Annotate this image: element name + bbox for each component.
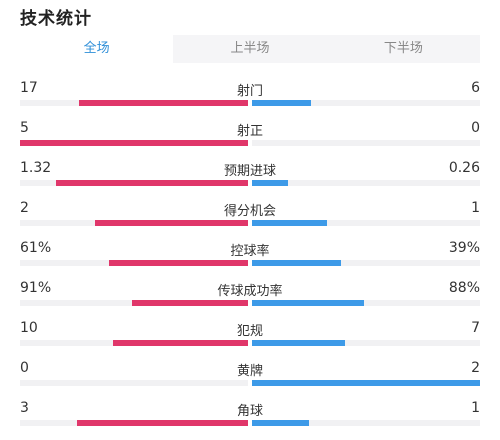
home-value: 1.32 — [20, 160, 52, 176]
home-value: 17 — [20, 80, 38, 96]
home-value: 61% — [20, 240, 52, 256]
home-bar-track — [20, 140, 248, 146]
away-value: 6 — [471, 80, 480, 96]
stat-label: 犯规 — [236, 324, 263, 339]
stat-row: 10 犯规 7 — [20, 320, 480, 350]
stat-label: 预期进球 — [223, 164, 276, 179]
away-bar-track — [252, 340, 480, 346]
home-value: 5 — [20, 120, 29, 136]
tab-first-half[interactable]: 上半场 — [230, 41, 270, 56]
home-bar — [95, 220, 248, 226]
stat-row: 61% 控球率 39% — [20, 240, 480, 270]
home-bar — [113, 340, 248, 346]
stat-label: 得分机会 — [223, 204, 276, 219]
away-value: 0 — [471, 120, 480, 136]
home-value: 10 — [20, 320, 38, 336]
away-bar-track — [252, 140, 480, 146]
away-bar-track — [252, 180, 480, 186]
away-bar-track — [252, 300, 480, 306]
home-bar — [109, 260, 248, 266]
away-bar — [252, 340, 345, 346]
away-bar — [252, 380, 480, 386]
stat-label: 黄牌 — [236, 364, 263, 379]
home-bar-track — [20, 420, 248, 426]
stat-label: 传球成功率 — [217, 284, 283, 299]
page-title: 技术统计 — [20, 9, 92, 29]
home-bar-track — [20, 100, 248, 106]
away-value: 88% — [448, 280, 480, 296]
home-value: 3 — [20, 400, 29, 416]
home-bar — [56, 180, 248, 186]
away-bar — [252, 260, 341, 266]
away-bar — [252, 300, 364, 306]
away-bar — [252, 100, 311, 106]
home-bar-track — [20, 220, 248, 226]
away-bar — [252, 220, 327, 226]
tab-second-half[interactable]: 下半场 — [383, 41, 423, 56]
home-bar-track — [20, 180, 248, 186]
stat-row: 2 得分机会 1 — [20, 200, 480, 230]
tab-full-match[interactable]: 全场 — [20, 35, 174, 63]
home-value: 0 — [20, 360, 29, 376]
home-bar-track — [20, 340, 248, 346]
home-bar-track — [20, 260, 248, 266]
stat-row: 91% 传球成功率 88% — [20, 280, 480, 310]
stat-row: 3 角球 1 — [20, 400, 480, 430]
home-value: 91% — [20, 280, 52, 296]
away-bar-track — [252, 260, 480, 266]
stat-row: 17 射门 6 — [20, 80, 480, 110]
away-value: 7 — [471, 320, 480, 336]
home-value: 2 — [20, 200, 29, 216]
away-value: 39% — [448, 240, 480, 256]
away-value: 2 — [471, 360, 480, 376]
away-bar — [252, 420, 309, 426]
stat-row: 1.32 预期进球 0.26 — [20, 160, 480, 190]
stat-label: 控球率 — [230, 244, 270, 259]
stat-label: 角球 — [236, 404, 263, 419]
away-bar-track — [252, 380, 480, 386]
stat-label: 射正 — [236, 124, 263, 139]
away-bar-track — [252, 100, 480, 106]
away-bar-track — [252, 420, 480, 426]
away-value: 1 — [471, 400, 480, 416]
away-value: 1 — [471, 200, 480, 216]
home-bar-track — [20, 300, 248, 306]
away-bar — [252, 180, 288, 186]
away-value: 0.26 — [448, 160, 480, 176]
stat-row: 5 射正 0 — [20, 120, 480, 150]
stat-row: 0 黄牌 2 — [20, 360, 480, 390]
home-bar-track — [20, 380, 248, 386]
home-bar — [79, 100, 248, 106]
away-bar-track — [252, 220, 480, 226]
stat-label: 射门 — [236, 84, 263, 99]
home-bar — [20, 140, 248, 146]
home-bar — [77, 420, 248, 426]
home-bar — [132, 300, 248, 306]
period-tabs: 全场 上半场 下半场 — [20, 35, 480, 63]
